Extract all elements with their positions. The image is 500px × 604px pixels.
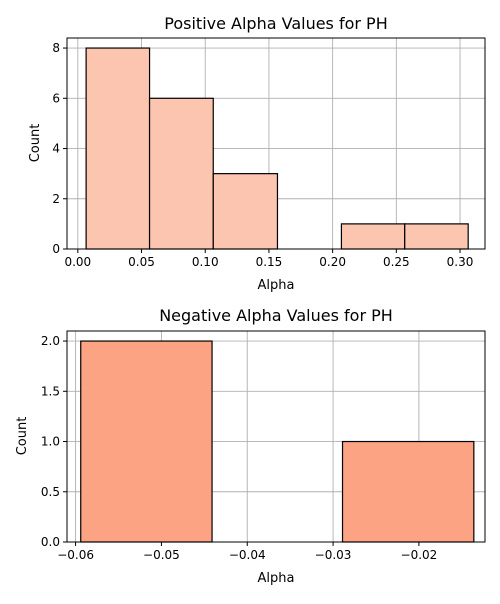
y-axis-label: Count [28,124,43,163]
x-tick-label: 0.00 [64,255,91,269]
plot-frame [66,37,486,250]
chart-title: Negative Alpha Values for PH [159,306,393,325]
y-tick-label: 0.0 [41,535,60,549]
x-tick-label: 0.15 [256,255,283,269]
x-tick-label: −0.03 [315,548,352,562]
histogram-bar [212,173,279,250]
y-tick-label: 6 [52,91,60,105]
x-axis-ticks: −0.06 −0.05 −0.04 −0.03 −0.02 [57,542,437,562]
plot-frame [66,330,486,543]
x-tick-label: 0.25 [383,255,410,269]
histogram-bar [341,440,475,543]
x-tick-label: 0.30 [447,255,474,269]
y-tick-label: 0 [52,242,60,256]
x-tick-label: −0.04 [229,548,266,562]
x-axis-ticks: 0.00 0.05 0.10 0.15 0.20 0.25 0.30 [64,249,473,269]
x-tick-label: 0.20 [319,255,346,269]
histogram-bar [148,97,214,250]
x-axis-label: Alpha [258,278,295,293]
y-axis-label: Count [15,417,30,456]
histogram-bars [85,47,469,250]
y-axis-ticks: 0.0 0.5 1.0 1.5 2.0 [41,334,67,549]
x-tick-label: −0.02 [401,548,438,562]
y-axis-ticks: 0 2 4 6 8 [52,41,67,256]
histogram-bar [80,340,213,543]
y-tick-label: 2.0 [41,334,60,348]
y-tick-label: 8 [52,41,60,55]
x-tick-label: −0.05 [143,548,180,562]
histogram-bar [404,223,469,250]
chart-negative-alpha: Negative Alpha Values for PH −0.06 −0.05−… [15,306,486,586]
y-tick-label: 2 [52,192,60,206]
x-axis-label: Alpha [258,571,295,586]
x-tick-label: −0.06 [57,548,94,562]
histogram-bars [80,340,475,543]
y-tick-label: 0.5 [41,485,60,499]
x-tick-label: 0.10 [192,255,219,269]
chart-title: Positive Alpha Values for PH [164,14,387,33]
histogram-bar [85,47,151,250]
x-tick-label: 0.05 [128,255,155,269]
chart-positive-alpha: Positive Alpha Values for PH 0.00 0.05 0.1… [28,14,486,293]
y-tick-label: 1.5 [41,384,60,398]
y-tick-label: 4 [52,142,60,156]
y-tick-label: 1.0 [41,435,60,449]
histogram-bar [340,223,406,250]
